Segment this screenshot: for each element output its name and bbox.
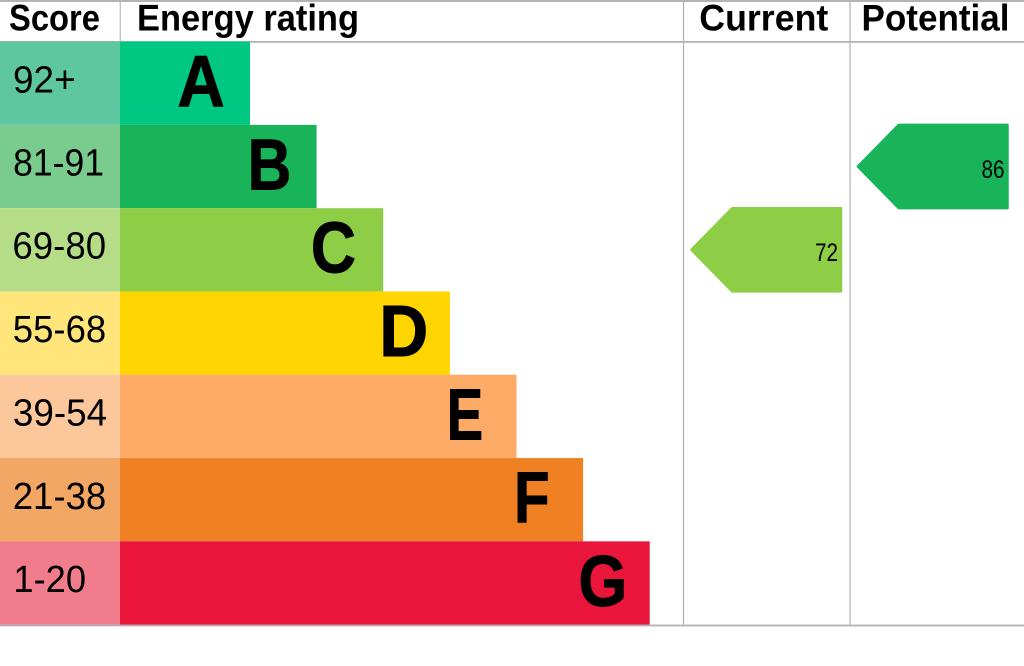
svg-text:39-54: 39-54 xyxy=(13,392,107,434)
svg-text:F: F xyxy=(514,459,550,539)
svg-text:Score: Score xyxy=(9,0,100,39)
svg-text:Current: Current xyxy=(699,0,828,39)
svg-text:D: D xyxy=(379,292,428,372)
svg-text:B: B xyxy=(248,125,292,205)
svg-text:Energy rating: Energy rating xyxy=(137,0,359,39)
svg-text:C: C xyxy=(311,209,356,289)
svg-text:86: 86 xyxy=(982,156,1005,184)
svg-text:E: E xyxy=(447,375,483,455)
svg-text:72: 72 xyxy=(815,239,838,267)
svg-text:21-38: 21-38 xyxy=(13,476,107,518)
svg-text:Potential: Potential xyxy=(862,0,1010,39)
svg-text:G: G xyxy=(579,542,628,622)
svg-text:1-20: 1-20 xyxy=(13,559,86,601)
svg-text:55-68: 55-68 xyxy=(13,309,106,351)
svg-text:A: A xyxy=(177,42,224,122)
svg-text:81-91: 81-91 xyxy=(13,143,104,185)
svg-text:69-80: 69-80 xyxy=(12,225,106,267)
svg-text:92+: 92+ xyxy=(13,59,76,101)
